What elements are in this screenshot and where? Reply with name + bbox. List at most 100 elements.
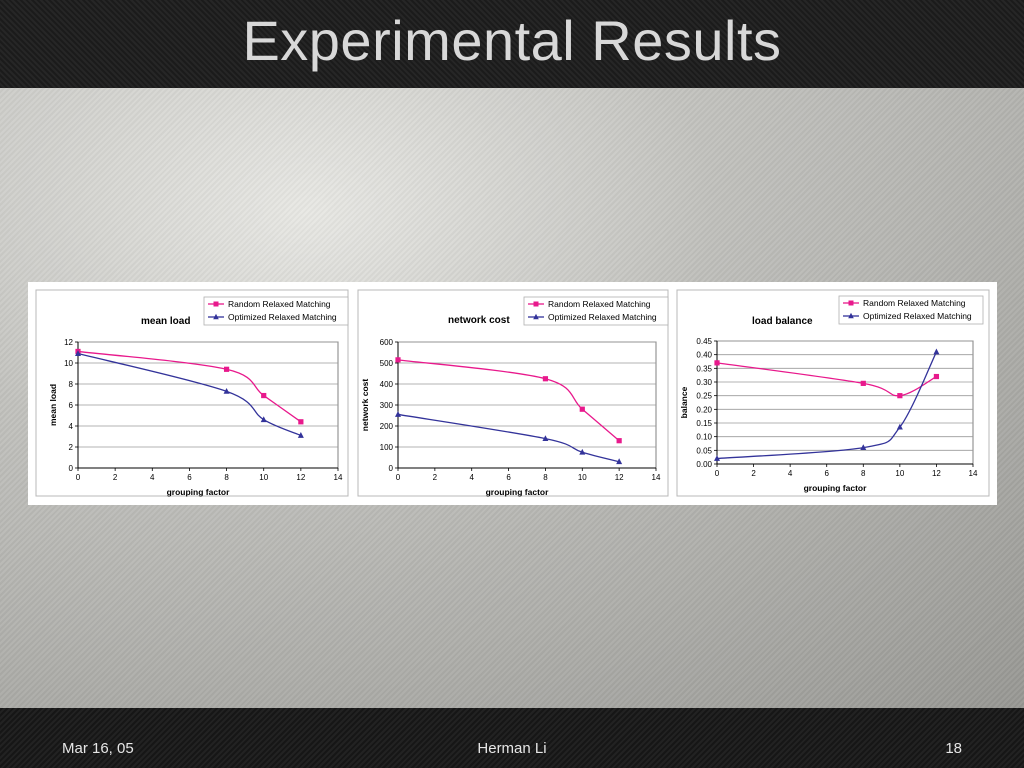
- y-tick-label: 0.10: [696, 433, 712, 442]
- chart-legend: Random Relaxed Matching Optimized Relaxed…: [838, 295, 984, 325]
- legend-marker: [533, 301, 539, 307]
- x-tick-label: 8: [861, 469, 866, 478]
- x-tick-label: 10: [578, 473, 587, 482]
- data-point-random-relaxed-matching: [223, 366, 230, 372]
- y-tick-label: 300: [380, 401, 394, 410]
- legend-box: [523, 296, 669, 326]
- chart-legend: Random Relaxed Matching Optimized Relaxed…: [203, 296, 349, 326]
- x-tick-label: 0: [715, 469, 720, 478]
- y-tick-label: 0.05: [696, 446, 712, 455]
- x-tick-label: 12: [615, 473, 624, 482]
- charts-canvas: 0 2 4 6 8 10 12 0 2 4 6 8 10 12 14 mean load grouping fa…: [35, 289, 990, 497]
- footer-page-number: 18: [945, 740, 962, 757]
- data-point-random-relaxed-matching: [542, 376, 549, 382]
- plot-area-load-balance: [716, 340, 974, 465]
- y-tick-label: 0.25: [696, 392, 712, 401]
- y-tick-label: 0: [69, 464, 74, 473]
- data-point-optimized-relaxed-matching: [395, 411, 401, 417]
- x-tick-label: 8: [543, 473, 548, 482]
- chart-mean-load: 0 2 4 6 8 10 12 0 2 4 6 8 10 12 14 mean load grouping fa…: [35, 289, 349, 497]
- legend-label: Optimized Relaxed Matching: [228, 312, 337, 322]
- x-tick-label: 0: [396, 473, 401, 482]
- x-tick-label: 10: [259, 473, 268, 482]
- slide-title: Experimental Results: [242, 9, 782, 72]
- legend-label: Random Relaxed Matching: [228, 299, 331, 309]
- x-tick-label: 8: [224, 473, 229, 482]
- y-tick-label: 8: [69, 380, 74, 389]
- x-tick-label: 14: [334, 473, 343, 482]
- data-point-optimized-relaxed-matching: [260, 416, 267, 423]
- legend-label: Optimized Relaxed Matching: [548, 312, 657, 322]
- x-tick-label: 2: [751, 469, 756, 478]
- y-tick-label: 400: [380, 380, 394, 389]
- legend-label: Random Relaxed Matching: [548, 299, 651, 309]
- y-tick-label: 0.45: [696, 337, 712, 346]
- y-tick-label: 0.35: [696, 364, 712, 373]
- y-tick-label: 0.00: [696, 460, 712, 469]
- legend-marker: [533, 313, 539, 320]
- y-tick-label: 0.20: [696, 405, 712, 414]
- data-point-random-relaxed-matching: [860, 380, 866, 386]
- data-point-optimized-relaxed-matching: [860, 444, 867, 450]
- data-point-random-relaxed-matching: [616, 438, 622, 444]
- legend-marker: [848, 312, 854, 319]
- data-point-random-relaxed-matching: [261, 392, 267, 399]
- data-point-optimized-relaxed-matching: [297, 432, 304, 438]
- x-tick-label: 0: [76, 473, 81, 482]
- chart-network-cost: 0 100 200 300 400 500 600 0 2 4 6 8 10 12 14 network co…: [357, 289, 669, 497]
- x-axis-label: grouping factor: [486, 487, 549, 497]
- x-tick-label: 12: [932, 469, 941, 478]
- x-axis-label: grouping factor: [167, 487, 230, 497]
- x-tick-label: 4: [150, 473, 155, 482]
- x-tick-label: 2: [113, 473, 118, 482]
- x-axis-label: grouping factor: [804, 483, 867, 493]
- y-tick-label: 500: [380, 359, 394, 368]
- chart-title: load balance: [752, 316, 813, 327]
- x-tick-label: 4: [469, 473, 474, 482]
- x-tick-label: 6: [187, 473, 192, 482]
- y-tick-label: 0.15: [696, 419, 712, 428]
- y-tick-label: 12: [64, 338, 73, 347]
- x-tick-label: 10: [895, 469, 904, 478]
- legend-label: Random Relaxed Matching: [863, 298, 966, 308]
- y-tick-label: 0.40: [696, 351, 712, 360]
- legend-box: [838, 295, 984, 325]
- x-tick-label: 6: [506, 473, 511, 482]
- series-line-optimized-relaxed-matching: [716, 351, 938, 460]
- data-point-optimized-relaxed-matching: [223, 387, 230, 394]
- x-tick-label: 12: [296, 473, 305, 482]
- series-line-optimized-relaxed-matching: [397, 413, 620, 463]
- footer-date: Mar 16, 05: [62, 740, 134, 757]
- footer-band: [0, 708, 1024, 768]
- series-line-random-relaxed-matching: [397, 359, 620, 442]
- x-tick-label: 14: [652, 473, 661, 482]
- data-point-optimized-relaxed-matching: [75, 350, 81, 356]
- data-point-optimized-relaxed-matching: [896, 423, 903, 430]
- y-tick-label: 0.30: [696, 378, 712, 387]
- series-line-random-relaxed-matching: [716, 362, 937, 397]
- series-line-optimized-relaxed-matching: [77, 352, 302, 437]
- y-tick-label: 10: [64, 359, 73, 368]
- y-tick-label: 0: [389, 464, 394, 473]
- legend-marker: [213, 313, 219, 320]
- charts-strip: 0 2 4 6 8 10 12 0 2 4 6 8 10 12 14 mean load grouping fa…: [28, 282, 997, 505]
- y-tick-label: 6: [69, 401, 74, 410]
- y-tick-label: 4: [69, 422, 74, 431]
- data-point-optimized-relaxed-matching: [542, 435, 549, 441]
- data-point-optimized-relaxed-matching: [933, 348, 940, 355]
- y-axis-label: balance: [679, 386, 689, 418]
- legend-marker: [848, 300, 854, 306]
- y-tick-label: 600: [380, 338, 394, 347]
- chart-legend: Random Relaxed Matching Optimized Relaxed…: [523, 296, 669, 326]
- series-line-random-relaxed-matching: [77, 350, 302, 423]
- data-point-optimized-relaxed-matching: [714, 455, 720, 461]
- data-point-random-relaxed-matching: [714, 360, 720, 366]
- data-point-random-relaxed-matching: [897, 393, 903, 399]
- x-tick-label: 2: [433, 473, 438, 482]
- legend-marker: [213, 301, 219, 307]
- y-axis-label: network cost: [360, 379, 370, 432]
- title-band: [0, 0, 1024, 88]
- legend-label: Optimized Relaxed Matching: [863, 311, 972, 321]
- data-point-random-relaxed-matching: [395, 357, 401, 363]
- data-point-random-relaxed-matching: [298, 419, 304, 425]
